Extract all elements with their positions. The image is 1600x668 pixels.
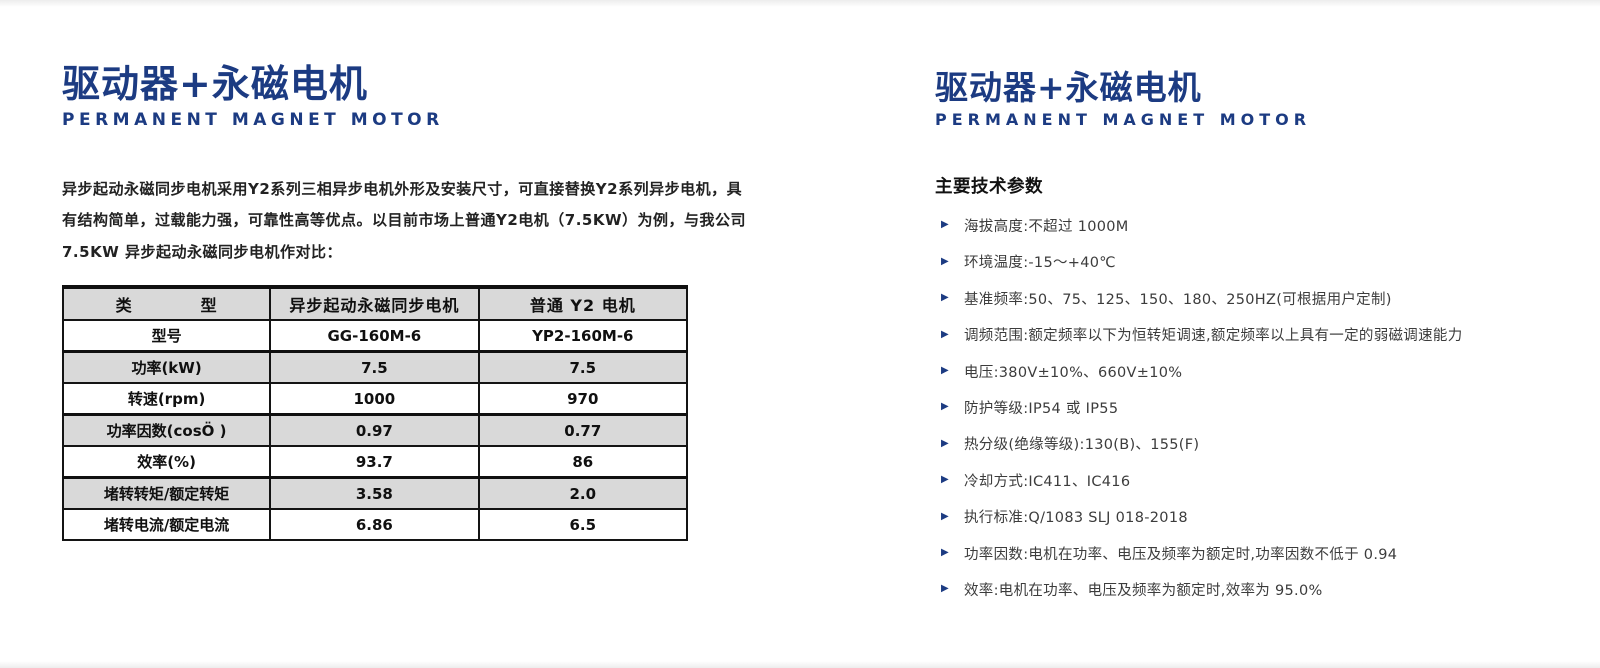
table-header-y2-motor: 普通 Y2 电机 xyxy=(477,285,689,322)
spec-item: ▶ 环境温度:-15～+40℃ xyxy=(935,244,1495,280)
intro-line: 异步起动永磁同步电机采用Y2系列三相异步电机外形及安装尺寸，可直接替换Y2系列异… xyxy=(62,179,743,198)
triangle-bullet-icon: ▶ xyxy=(941,401,949,413)
right-page-column: 驱动器+永磁电机 PERMANENT MAGNET MOTOR 主要技术参数 ▶… xyxy=(935,68,1495,608)
y2-motor-value: 86 xyxy=(477,445,689,479)
pm-motor-value: 1000 xyxy=(269,382,480,416)
spec-item-text: 调频范围:额定频率以下为恒转矩调速,额定频率以上具有一定的弱磁调速能力 xyxy=(964,328,1463,345)
row-label: 功率(kW) xyxy=(61,350,272,385)
table-header-pm-motor: 异步起动永磁同步电机 xyxy=(269,285,480,322)
pm-motor-value: 3.58 xyxy=(269,476,480,511)
spec-item: ▶ 基准频率:50、75、125、150、180、250HZ(可根据用户定制) xyxy=(935,280,1495,316)
triangle-bullet-icon: ▶ xyxy=(941,255,949,267)
spec-item: ▶ 热分级(绝缘等级):130(B)、155(F) xyxy=(935,426,1495,462)
y2-motor-value: 0.77 xyxy=(477,413,689,448)
table-row: 转速(rpm) 1000 970 xyxy=(61,382,689,416)
spec-item-text: 功率因数:电机在功率、电压及频率为额定时,功率因数不低于 0.94 xyxy=(964,546,1398,563)
triangle-bullet-icon: ▶ xyxy=(941,510,949,522)
row-label: 堵转转矩/额定转矩 xyxy=(61,476,272,511)
table-row: 堵转电流/额定电流 6.86 6.5 xyxy=(61,508,689,542)
page-bottom-shadow xyxy=(0,661,1600,668)
spec-item: ▶ 调频范围:额定频率以下为恒转矩调速,额定频率以上具有一定的弱磁调速能力 xyxy=(935,316,1495,352)
spec-item-text: 防护等级:IP54 或 IP55 xyxy=(964,400,1119,417)
table-row: 功率(kW) 7.5 7.5 xyxy=(61,350,689,385)
row-label: 转速(rpm) xyxy=(61,382,272,416)
pm-motor-value: GG-160M-6 xyxy=(269,319,480,353)
motor-comparison-table: 类 型 异步起动永磁同步电机 普通 Y2 电机 型号 GG-160M-6 YP2… xyxy=(61,285,689,542)
section-heading: 主要技术参数 xyxy=(935,177,1043,198)
triangle-bullet-icon: ▶ xyxy=(941,292,949,304)
row-label: 堵转电流/额定电流 xyxy=(61,508,272,542)
intro-paragraph: 异步起动永磁同步电机采用Y2系列三相异步电机外形及安装尺寸，可直接替换Y2系列异… xyxy=(62,174,747,269)
spec-item-text: 冷却方式:IC411、IC416 xyxy=(964,473,1131,490)
spec-item: ▶ 冷却方式:IC411、IC416 xyxy=(935,462,1495,498)
page-top-shadow xyxy=(0,0,1600,7)
spec-item: ▶ 功率因数:电机在功率、电压及频率为额定时,功率因数不低于 0.94 xyxy=(935,535,1495,571)
left-page-column: 驱动器+永磁电机 PERMANENT MAGNET MOTOR 异步起动永磁同步… xyxy=(61,62,747,542)
triangle-bullet-icon: ▶ xyxy=(941,328,949,340)
spec-item-text: 基准频率:50、75、125、150、180、250HZ(可根据用户定制) xyxy=(964,291,1392,308)
page-title-left: 驱动器+永磁电机 xyxy=(62,62,368,106)
pm-motor-value: 0.97 xyxy=(269,413,480,448)
triangle-bullet-icon: ▶ xyxy=(941,219,949,231)
table-row: 效率(%) 93.7 86 xyxy=(61,445,689,479)
triangle-bullet-icon: ▶ xyxy=(941,583,949,595)
triangle-bullet-icon: ▶ xyxy=(941,547,949,558)
pm-motor-value: 6.86 xyxy=(269,508,480,542)
pm-motor-value: 93.7 xyxy=(269,445,480,479)
spec-item: ▶ 海拔高度:不超过 1000M xyxy=(935,207,1495,243)
triangle-bullet-icon: ▶ xyxy=(941,474,949,486)
triangle-bullet-icon: ▶ xyxy=(941,437,949,449)
row-label: 效率(%) xyxy=(61,445,272,479)
triangle-bullet-icon: ▶ xyxy=(941,365,949,377)
y2-motor-value: 2.0 xyxy=(477,476,689,511)
table-row: 型号 GG-160M-6 YP2-160M-6 xyxy=(61,319,689,353)
table-header-row: 类 型 异步起动永磁同步电机 普通 Y2 电机 xyxy=(61,285,689,322)
y2-motor-value: 6.5 xyxy=(477,508,689,542)
spec-item-text: 热分级(绝缘等级):130(B)、155(F) xyxy=(964,437,1200,454)
page-title-right: 驱动器+永磁电机 xyxy=(935,68,1202,107)
table-row: 功率因数(cosÖ ) 0.97 0.77 xyxy=(61,413,689,448)
spec-item-text: 效率:电机在功率、电压及频率为额定时,效率为 95.0% xyxy=(964,582,1323,599)
spec-item: ▶ 防护等级:IP54 或 IP55 xyxy=(935,389,1495,425)
pm-motor-value: 7.5 xyxy=(269,350,480,385)
y2-motor-value: 970 xyxy=(477,382,689,416)
y2-motor-value: YP2-160M-6 xyxy=(477,319,689,353)
page-subtitle-left: PERMANENT MAGNET MOTOR xyxy=(62,109,444,130)
spec-item-text: 海拔高度:不超过 1000M xyxy=(964,218,1129,235)
row-label: 功率因数(cosÖ ) xyxy=(61,413,272,448)
table-header-type: 类 型 xyxy=(61,285,272,322)
spec-item-text: 电压:380V±10%、660V±10% xyxy=(964,364,1183,381)
spec-item-text: 执行标准:Q/1083 SLJ 018-2018 xyxy=(964,510,1188,527)
row-label: 型号 xyxy=(61,319,272,353)
page-subtitle-right: PERMANENT MAGNET MOTOR xyxy=(935,110,1312,130)
y2-motor-value: 7.5 xyxy=(477,350,689,385)
spec-item: ▶ 执行标准:Q/1083 SLJ 018-2018 xyxy=(935,498,1495,534)
spec-item-text: 环境温度:-15～+40℃ xyxy=(964,255,1116,272)
spec-item: ▶ 电压:380V±10%、660V±10% xyxy=(935,353,1495,389)
spec-item: ▶ 效率:电机在功率、电压及频率为额定时,效率为 95.0% xyxy=(935,571,1495,607)
spec-list: ▶ 海拔高度:不超过 1000M ▶ 环境温度:-15～+40℃ ▶ 基准频率:… xyxy=(935,207,1495,607)
table-row: 堵转转矩/额定转矩 3.58 2.0 xyxy=(61,476,689,511)
intro-line: 有结构简单，过载能力强，可靠性高等优点。以目前市场上普通Y2电机（7.5KW）为… xyxy=(62,211,747,230)
intro-line: 7.5KW 异步起动永磁同步电机作对比： xyxy=(62,242,342,261)
